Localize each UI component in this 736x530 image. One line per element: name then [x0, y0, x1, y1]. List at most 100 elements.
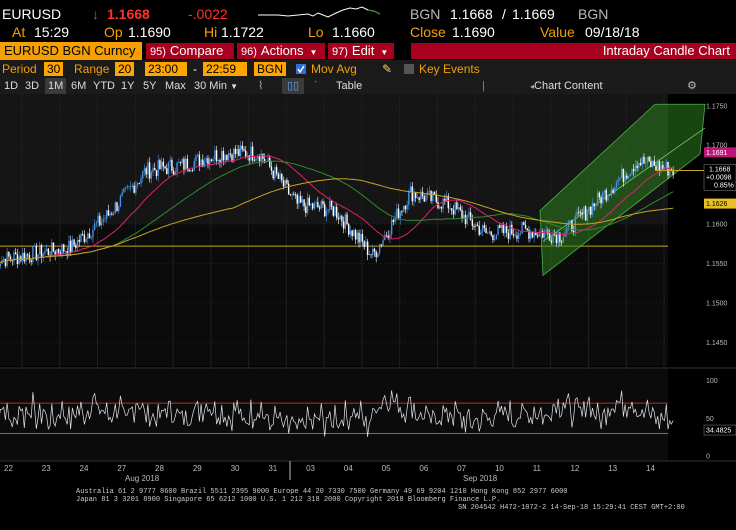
time-from-input[interactable]: 23:00	[145, 62, 187, 76]
candle-body	[562, 236, 565, 243]
candle-body	[536, 235, 539, 237]
candle-body	[52, 242, 55, 252]
candle-body	[593, 203, 595, 207]
candle-body	[203, 162, 206, 167]
period-input[interactable]: 30	[44, 62, 64, 76]
candle-body	[329, 200, 331, 210]
candle-body	[123, 188, 125, 193]
close-label: Close	[410, 24, 446, 40]
range-max[interactable]: Max	[165, 80, 186, 92]
candle-body	[8, 251, 10, 257]
chart-content-caret-icon: ◂	[530, 82, 535, 91]
candle-body	[229, 153, 231, 155]
candle-body	[387, 235, 389, 239]
candle-body	[166, 168, 168, 174]
candle-body	[672, 171, 674, 175]
chart-style-caret-icon[interactable]: ˈ	[314, 80, 318, 92]
down-arrow-icon: ↓	[92, 6, 99, 22]
candle-body	[566, 227, 568, 233]
range-6m[interactable]: 6M	[71, 80, 87, 92]
candle-body	[246, 155, 249, 158]
last-price: 1.1668	[107, 6, 150, 22]
candle-body	[281, 174, 283, 181]
candle-body	[487, 232, 489, 234]
candle-body	[365, 241, 367, 248]
candle-body	[385, 235, 388, 237]
candle-body	[284, 179, 286, 187]
candle-body	[339, 215, 341, 220]
candle-body	[157, 160, 159, 177]
candle-body	[512, 234, 515, 236]
range-toolbar: 1D 3D 1M 6M YTD 1Y 5Y Max 30 Min ▼ ⌇ ▯▯ …	[0, 78, 736, 94]
candle-body	[241, 145, 244, 150]
candle-body	[306, 197, 309, 213]
candle-body	[167, 162, 170, 174]
candle-body	[279, 174, 281, 179]
actions-button[interactable]: 96) Actions ▼	[237, 43, 325, 59]
range-ytd[interactable]: YTD	[93, 80, 115, 92]
chart-title: Intraday Candle Chart	[411, 43, 736, 59]
settings-gear-icon[interactable]: ⚙	[687, 80, 697, 92]
candle-body	[296, 194, 298, 204]
candle-body	[85, 238, 87, 243]
candle-body	[205, 158, 207, 163]
candle-chart-icon[interactable]: ▯▯	[282, 78, 304, 94]
candle-body	[221, 150, 223, 163]
footer-line-2: Japan 81 3 3201 8900 Singapore 65 6212 1…	[76, 496, 500, 504]
candle-body	[669, 169, 671, 176]
compare-button[interactable]: 95) Compare	[146, 43, 234, 59]
candle-body	[327, 209, 329, 211]
candle-body	[586, 213, 589, 221]
candle-body	[140, 178, 142, 184]
range-input[interactable]: 20	[115, 62, 135, 76]
candle-body	[509, 224, 511, 239]
candle-body	[298, 196, 300, 204]
candle-body	[25, 254, 27, 262]
footer-line-3: SN 204542 H472-1072-2 14-Sep-18 15:29:41…	[458, 504, 685, 512]
range-1y[interactable]: 1Y	[121, 80, 135, 92]
candle-body	[511, 224, 513, 235]
time-to-input[interactable]: 22:59	[203, 62, 247, 76]
chart-area[interactable]: 1.17501.17001.16501.16001.15501.15001.14…	[0, 94, 736, 530]
candle-body	[504, 225, 506, 233]
candle-body	[459, 207, 462, 211]
range-1m[interactable]: 1M	[45, 78, 67, 94]
candle-body	[258, 156, 261, 162]
candle-body	[632, 169, 635, 172]
x-tick-label: 13	[608, 464, 617, 473]
candle-body	[662, 165, 664, 169]
actions-label: Actions	[260, 43, 304, 58]
security-field[interactable]: EURUSD BGN Curncy	[0, 42, 142, 60]
candle-body	[492, 235, 494, 241]
chart-content-button[interactable]: ◂Chart Content	[530, 78, 603, 94]
candle-body	[260, 153, 262, 162]
price-tag-change: +0.0098	[706, 174, 732, 181]
candle-body	[227, 153, 230, 160]
candle-body	[179, 162, 182, 164]
candle-body	[377, 252, 379, 258]
high-label: Hi	[204, 24, 218, 40]
candle-body	[193, 161, 195, 171]
pencil-icon[interactable]: ✎	[382, 62, 393, 76]
range-1d[interactable]: 1D	[4, 80, 19, 92]
candle-body	[554, 234, 556, 236]
interval-select[interactable]: 30 Min ▼	[194, 78, 238, 94]
candle-body	[348, 224, 350, 235]
candle-body	[639, 162, 642, 166]
candle-body	[502, 224, 504, 233]
candle-body	[346, 214, 348, 225]
source-label-2: BGN	[578, 6, 609, 22]
key-events-checkbox[interactable]	[404, 64, 414, 74]
osc-last-label: 34.4825	[706, 428, 731, 435]
source-input[interactable]: BGN	[254, 62, 287, 76]
candle-body	[646, 156, 649, 163]
edit-button[interactable]: 97) Edit ▼	[328, 43, 394, 59]
candle-body	[488, 231, 491, 233]
mov-avg-checkbox[interactable]	[296, 64, 306, 74]
month-label-aug: Aug 2018	[125, 474, 160, 483]
range-3d[interactable]: 3D	[25, 80, 40, 92]
table-button[interactable]: Table	[336, 78, 362, 94]
line-chart-icon[interactable]: ⌇	[258, 80, 264, 92]
range-5y[interactable]: 5Y	[143, 80, 157, 92]
candle-body	[336, 206, 338, 218]
